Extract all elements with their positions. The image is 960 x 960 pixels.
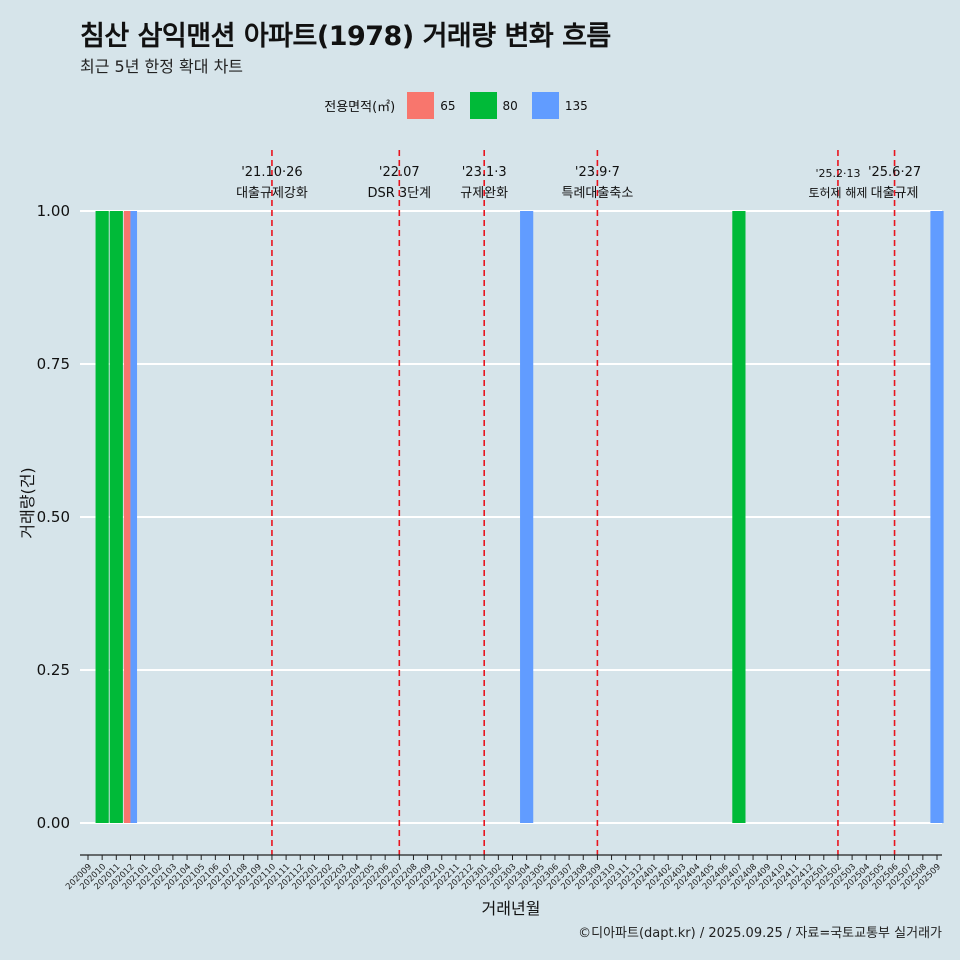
policy-event-label: 규제완화: [460, 186, 508, 201]
legend-label-65: 65: [440, 98, 456, 113]
legend-swatch-80: [469, 92, 497, 119]
legend-title: 전용면적(㎡): [324, 100, 396, 115]
y-tick-label: 1.00: [37, 202, 70, 220]
policy-event-label: 토허제 해제: [808, 186, 867, 200]
policy-event-date: '23.9·7: [575, 165, 620, 180]
policy-event-date: '23.1·3: [462, 165, 507, 180]
policy-event-label: DSR 3단계: [367, 186, 431, 201]
y-tick-label: 0.25: [37, 661, 70, 679]
legend-label-135: 135: [564, 98, 588, 113]
policy-event-label: 대출규제강화: [236, 186, 308, 201]
bar-202407-80: [732, 211, 746, 823]
chart-subtitle: 최근 5년 한정 확대 차트: [80, 57, 244, 76]
bar-202012-135: [130, 211, 138, 823]
x-axis-title: 거래년월: [482, 899, 541, 918]
y-tick-label: 0.00: [37, 814, 70, 832]
legend-label-80: 80: [502, 98, 518, 113]
bar-202012-65: [123, 211, 131, 823]
bar-202010-80: [95, 211, 109, 823]
y-tick-label: 0.75: [37, 355, 70, 373]
policy-event-label: 특례대출축소: [562, 186, 634, 201]
bar-202509-135: [930, 211, 944, 823]
policy-event-date: '21.10·26: [241, 165, 302, 180]
chart-title: 침산 삼익맨션 아파트(1978) 거래량 변화 흐름: [80, 21, 611, 52]
bar-202304-135: [520, 211, 534, 823]
source-caption: ©디아파트(dapt.kr) / 2025.09.25 / 자료=국토교통부 실…: [578, 926, 942, 941]
legend-swatch-65: [407, 92, 435, 119]
policy-event-date: '22.07: [379, 165, 420, 180]
legend-item-80: 80: [469, 92, 518, 119]
policy-event-label: 대출규제: [871, 186, 919, 201]
policy-event-date: '25.2·13: [815, 167, 860, 180]
legend-swatch-135: [531, 92, 559, 119]
legend-item-135: 135: [531, 92, 588, 119]
legend: 전용면적(㎡) 65 80 135: [0, 92, 960, 119]
bar-202011-80: [109, 211, 123, 823]
legend-item-65: 65: [407, 92, 456, 119]
y-tick-label: 0.50: [37, 508, 70, 526]
policy-event-date: '25.6·27: [868, 165, 921, 180]
y-axis-title: 거래량(건): [18, 467, 37, 538]
